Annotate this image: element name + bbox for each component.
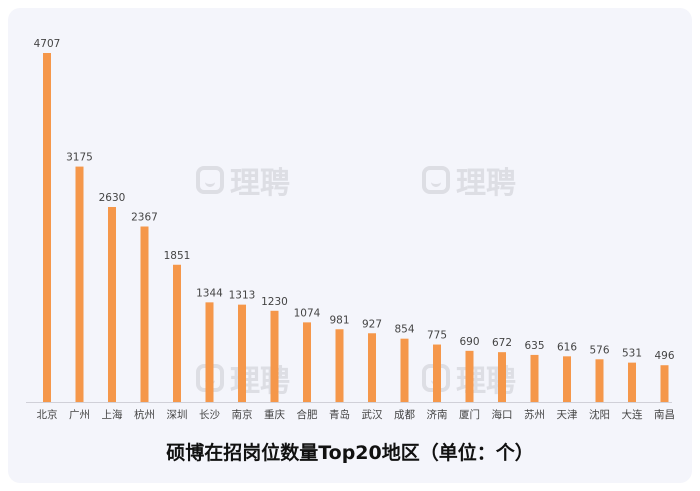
data-label: 927 (362, 318, 382, 330)
x-tick-label: 长沙 (199, 409, 220, 421)
x-tick-label: 大连 (622, 408, 643, 421)
watermark: 理聘 (422, 158, 516, 202)
data-label: 1851 (164, 250, 191, 262)
x-tick-label: 广州 (69, 409, 90, 421)
bar (433, 344, 441, 402)
bar (270, 310, 279, 402)
x-tick-label: 武汉 (362, 408, 383, 421)
bar (368, 333, 376, 402)
data-label: 775 (427, 330, 447, 342)
x-tick-label: 海口 (492, 408, 513, 421)
bar (140, 226, 149, 402)
x-tick-label: 上海 (102, 408, 123, 421)
bar (465, 350, 474, 402)
x-tick-label: 济南 (427, 408, 448, 421)
data-label: 1344 (196, 287, 223, 299)
bar (563, 356, 571, 402)
x-tick-label: 青岛 (329, 408, 350, 421)
data-label: 854 (394, 324, 414, 336)
bar (595, 359, 604, 402)
bar (75, 166, 84, 402)
x-tick-label: 杭州 (134, 408, 155, 421)
watermark-logo-icon (422, 166, 450, 194)
data-label: 4707 (34, 38, 61, 50)
bar (400, 338, 409, 402)
chart-title: 硕博在招岗位数量Top20地区（单位：个） (166, 442, 534, 464)
x-tick-label: 苏州 (524, 408, 545, 421)
data-label: 1313 (229, 290, 256, 302)
watermark-text: 理聘 (230, 166, 290, 201)
bar (530, 354, 539, 402)
data-label: 672 (492, 337, 512, 349)
x-tick-label: 沈阳 (589, 408, 610, 421)
data-label: 2630 (99, 192, 126, 204)
x-tick-label: 南昌 (654, 408, 675, 421)
bar (238, 304, 246, 402)
data-label: 3175 (66, 152, 93, 164)
x-tick-label: 天津 (557, 409, 578, 421)
bar (173, 264, 181, 402)
data-label: 576 (589, 344, 609, 356)
x-tick-label: 重庆 (264, 408, 285, 421)
bar (660, 365, 669, 402)
x-tick-label: 厦门 (459, 408, 480, 421)
data-label: 2367 (131, 211, 158, 223)
x-tick-label: 北京 (37, 408, 58, 421)
data-label: 496 (654, 350, 674, 362)
bar (628, 362, 636, 402)
bar (108, 206, 116, 402)
x-tick-label: 深圳 (167, 409, 188, 421)
bar (498, 352, 506, 402)
bar (303, 322, 311, 402)
bar (43, 53, 51, 402)
x-tick-label: 成都 (394, 409, 415, 421)
x-tick-label: 南京 (232, 408, 253, 421)
data-label: 531 (622, 348, 642, 360)
bar (205, 302, 214, 402)
x-tick-label: 合肥 (297, 408, 318, 421)
watermark-text: 理聘 (456, 166, 516, 201)
data-label: 616 (557, 341, 577, 353)
data-label: 690 (459, 336, 479, 348)
data-label: 1074 (294, 307, 321, 319)
watermark: 理聘 (196, 158, 290, 202)
bar (335, 329, 344, 402)
watermark-logo-icon (196, 166, 224, 194)
data-label: 1230 (261, 296, 288, 308)
data-label: 635 (524, 340, 544, 352)
data-label: 981 (329, 314, 349, 326)
